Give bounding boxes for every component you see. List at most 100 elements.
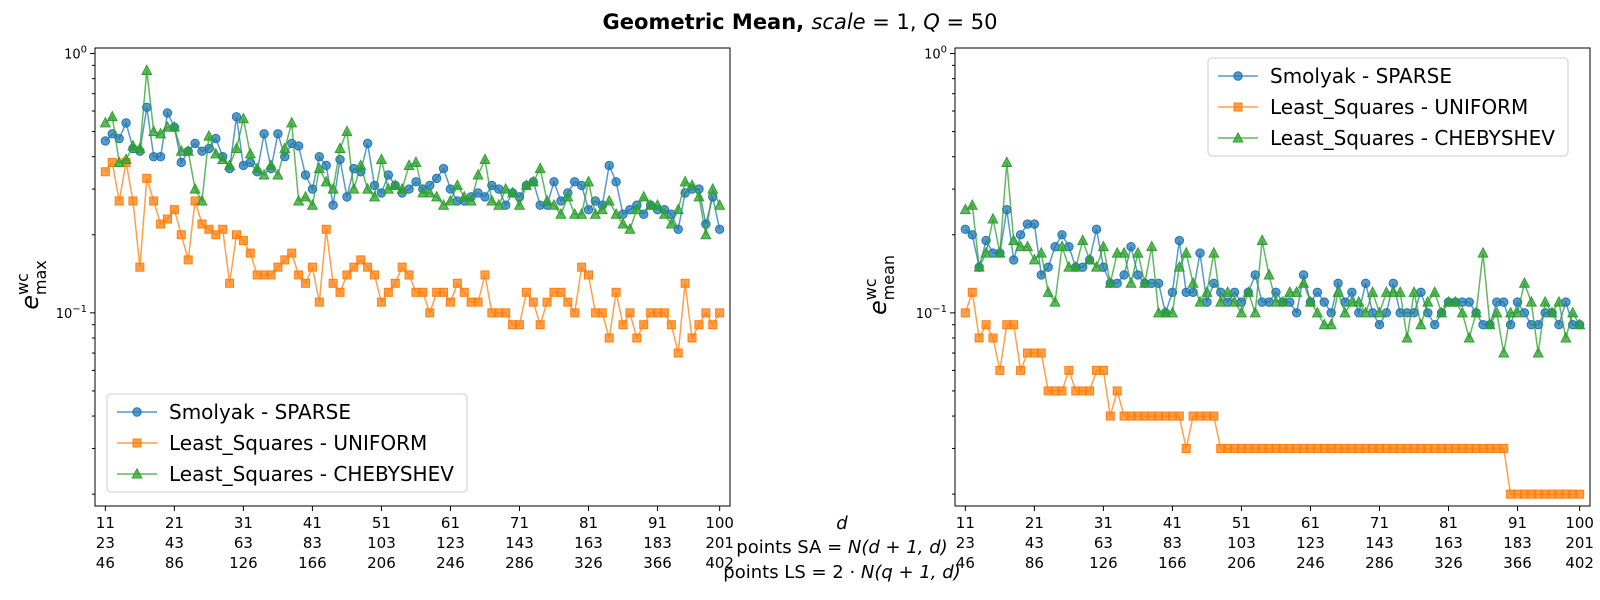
right-data-point xyxy=(1539,295,1551,307)
left-data-point xyxy=(370,270,380,280)
left-data-point xyxy=(611,177,621,187)
left-data-point xyxy=(459,287,469,297)
left-data-point xyxy=(154,127,167,139)
left-data-point xyxy=(189,182,201,194)
right-xtick-label: 103 xyxy=(1227,534,1256,552)
left-data-point xyxy=(231,230,241,240)
left-data-point xyxy=(658,207,671,219)
left-data-point xyxy=(203,129,215,141)
left-data-point xyxy=(120,153,132,165)
right-data-point xyxy=(1153,278,1164,288)
left-data-point xyxy=(176,230,186,240)
right-data-point xyxy=(1422,295,1434,307)
right-legend-box xyxy=(1207,57,1569,157)
left-legend-marker xyxy=(131,467,143,479)
left-data-point xyxy=(666,320,676,330)
left-data-point xyxy=(625,308,635,318)
left-xtick-label: 41 xyxy=(303,514,322,532)
right-data-point xyxy=(1574,318,1586,330)
right-xtick-label: 201 xyxy=(1565,534,1594,552)
right-xtick-label: 11 xyxy=(956,514,975,532)
right-data-point xyxy=(1195,248,1205,258)
left-data-point xyxy=(577,262,587,272)
left-data-point xyxy=(99,116,111,128)
left-plot-area xyxy=(99,64,726,358)
right-data-point xyxy=(1146,240,1158,252)
left-data-point xyxy=(341,125,353,137)
left-data-point xyxy=(700,228,712,240)
left-xtick-label: 61 xyxy=(441,514,460,532)
left-xtick-label: 43 xyxy=(165,534,184,552)
left-data-point xyxy=(161,120,174,132)
right-data-point xyxy=(1014,240,1027,252)
right-xtick-label: 366 xyxy=(1503,554,1532,572)
right-data-point xyxy=(1319,297,1329,307)
left-series-square xyxy=(100,157,725,358)
right-data-point xyxy=(1009,320,1019,330)
right-xtick-label: 326 xyxy=(1434,554,1463,572)
right-data-point xyxy=(1090,260,1103,272)
right-data-point xyxy=(960,308,970,318)
right-data-point xyxy=(1435,306,1448,318)
left-legend: Smolyak - SPARSE Least_Squares - UNIFORM L… xyxy=(106,393,468,493)
right-data-point xyxy=(1064,365,1074,375)
right-xtick-label: 206 xyxy=(1227,554,1256,572)
right-data-point xyxy=(1173,260,1185,272)
title-q-var: Q xyxy=(923,10,940,34)
right-xtick-label: 21 xyxy=(1025,514,1044,532)
right-data-point xyxy=(1119,270,1129,280)
left-data-point xyxy=(451,179,463,190)
left-data-point xyxy=(665,217,677,229)
left-data-point xyxy=(542,297,552,307)
right-data-point xyxy=(1042,286,1054,297)
left-data-point xyxy=(458,190,470,202)
left-data-point xyxy=(707,182,719,194)
xlabel-points-sa: points SA = N(d + 1, d) xyxy=(736,537,947,558)
left-data-point xyxy=(624,223,636,234)
right-data-point xyxy=(1470,306,1482,318)
left-xtick-label: 51 xyxy=(372,514,391,532)
right-data-point xyxy=(1353,295,1365,307)
left-xtick-label: 46 xyxy=(96,554,115,572)
right-data-point xyxy=(1499,297,1509,307)
left-xtick-label: 21 xyxy=(165,514,184,532)
left-data-point xyxy=(231,112,242,122)
left-data-point xyxy=(245,248,255,258)
left-data-point xyxy=(534,162,546,174)
right-data-point xyxy=(1347,287,1357,298)
right-xtick-label: 71 xyxy=(1370,514,1389,532)
left-xtick-label: 83 xyxy=(303,534,322,552)
left-legend-marker xyxy=(132,407,142,417)
right-data-point xyxy=(1174,411,1184,421)
right-data-point xyxy=(1008,234,1020,246)
right-data-point xyxy=(1430,320,1440,330)
right-series-circle xyxy=(960,204,1585,330)
right-data-point xyxy=(1291,286,1303,297)
right-data-point xyxy=(1098,365,1108,375)
left-data-point xyxy=(128,196,138,206)
left-chart-max-error: 100 10−1 11 23 46 21 43 86 31 63 126 41 83 166 51 103 20… xyxy=(13,44,734,572)
right-data-point xyxy=(1180,246,1192,258)
right-data-point xyxy=(1029,219,1040,229)
left-data-point xyxy=(617,217,629,229)
right-xtick-label: 123 xyxy=(1296,534,1325,552)
left-data-point xyxy=(328,200,338,210)
right-legend-label: Smolyak - SPARSE xyxy=(1270,64,1452,88)
right-data-point xyxy=(1174,235,1185,246)
right-xtick-label: 143 xyxy=(1365,534,1394,552)
right-data-point xyxy=(1511,306,1524,318)
right-data-point xyxy=(1318,318,1330,330)
right-xtick-label: 183 xyxy=(1503,534,1532,552)
right-data-point xyxy=(1043,262,1053,272)
left-legend-label: Smolyak - SPARSE xyxy=(169,400,351,424)
left-data-point xyxy=(611,287,621,297)
right-data-point xyxy=(1374,320,1385,330)
left-xtick-label: 63 xyxy=(234,534,253,552)
left-data-point xyxy=(182,144,194,156)
right-data-point xyxy=(1008,255,1019,265)
right-xtick-label: 126 xyxy=(1089,554,1118,572)
left-ytick-label: 100 xyxy=(64,44,87,62)
right-data-point xyxy=(1505,306,1517,318)
left-data-point xyxy=(134,142,146,154)
right-xtick-label: 166 xyxy=(1158,554,1187,572)
